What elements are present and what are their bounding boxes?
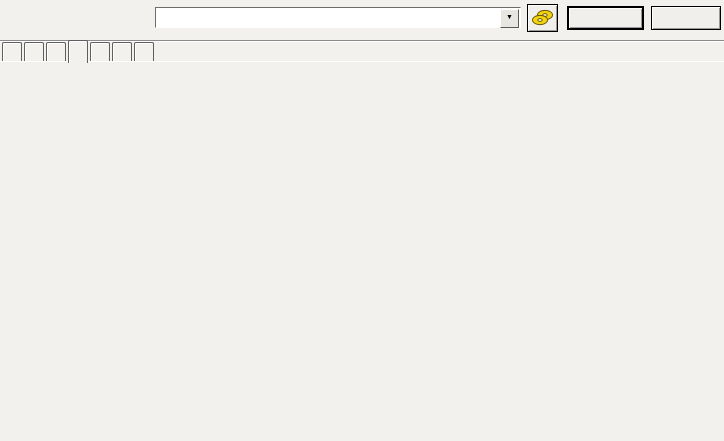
exit-button[interactable] <box>651 6 721 30</box>
discs-icon <box>531 9 555 28</box>
tab-create-disc[interactable] <box>24 42 44 61</box>
tab-advanced-disc-quality[interactable] <box>90 42 110 61</box>
start-button[interactable] <box>567 6 644 30</box>
disc-quality-page <box>0 61 724 441</box>
tab-disc-quality[interactable] <box>68 40 88 63</box>
eject-disc-button[interactable] <box>527 4 558 32</box>
tab-ta-jitter[interactable] <box>134 42 154 61</box>
tab-benchmark[interactable] <box>2 42 22 61</box>
drive-select[interactable]: ▼ <box>155 7 521 28</box>
top-bar: ▼ <box>0 0 724 40</box>
chevron-down-icon[interactable]: ▼ <box>500 9 519 28</box>
tab-disc-info[interactable] <box>46 42 66 61</box>
tab-scandisc[interactable] <box>112 42 132 61</box>
tab-strip <box>2 40 156 63</box>
